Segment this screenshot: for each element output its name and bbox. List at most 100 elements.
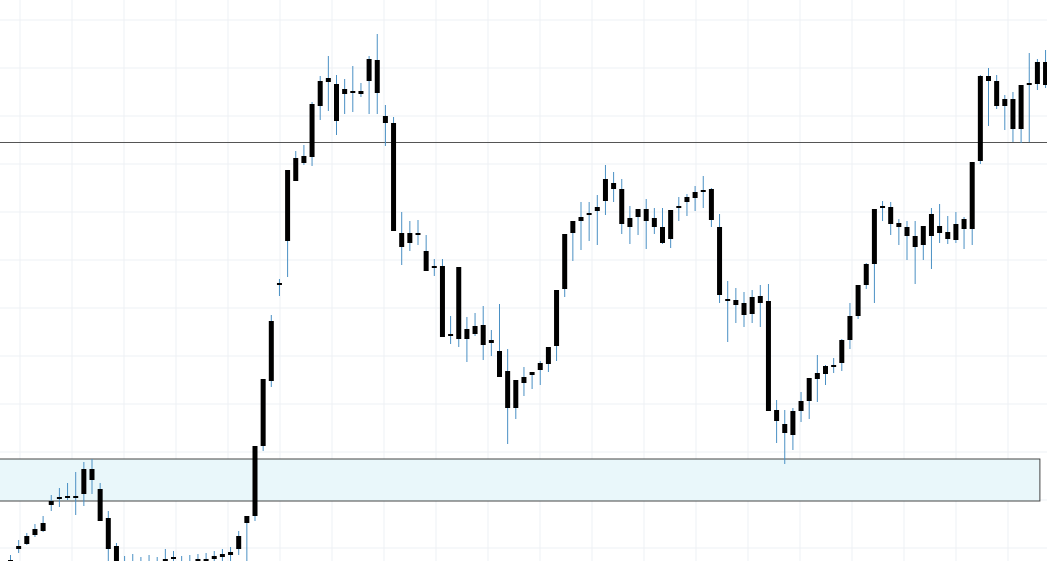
candle bbox=[977, 75, 983, 164]
candle bbox=[505, 349, 511, 444]
candle bbox=[782, 410, 788, 464]
candle-body bbox=[16, 546, 22, 549]
candle-body bbox=[945, 232, 951, 239]
candle bbox=[969, 162, 975, 245]
candle bbox=[602, 165, 608, 215]
candle bbox=[537, 361, 543, 385]
candle-body bbox=[847, 316, 853, 340]
candle-body bbox=[806, 378, 812, 401]
candle bbox=[456, 267, 462, 347]
candle-body bbox=[423, 251, 429, 271]
candle bbox=[156, 557, 158, 561]
candle-body bbox=[798, 401, 804, 411]
candle-body bbox=[635, 209, 641, 217]
candle bbox=[391, 117, 397, 231]
candle-body bbox=[488, 340, 494, 343]
candle-body bbox=[73, 496, 79, 498]
candle bbox=[124, 556, 126, 561]
candle bbox=[415, 220, 421, 245]
candle-body bbox=[334, 84, 339, 121]
candle-body bbox=[40, 523, 46, 531]
candle bbox=[611, 172, 617, 202]
candle bbox=[1018, 85, 1024, 143]
candle bbox=[635, 209, 641, 235]
candle bbox=[937, 204, 943, 243]
candle bbox=[195, 554, 201, 561]
candle-body bbox=[725, 299, 731, 301]
candle-body bbox=[839, 340, 845, 363]
candle-body bbox=[586, 213, 592, 215]
candle-body bbox=[219, 554, 225, 557]
candle-body bbox=[456, 267, 462, 339]
candle bbox=[189, 555, 191, 561]
candle bbox=[113, 543, 119, 561]
candle-body bbox=[301, 156, 307, 163]
candle bbox=[562, 234, 568, 297]
candle bbox=[8, 555, 13, 561]
candle bbox=[920, 226, 926, 260]
candle bbox=[203, 553, 209, 561]
candle-body bbox=[97, 489, 103, 521]
candle-body bbox=[113, 546, 119, 561]
candle bbox=[880, 201, 886, 221]
candle bbox=[81, 462, 87, 506]
candle-body bbox=[81, 469, 87, 494]
candle-body bbox=[594, 207, 600, 211]
candle bbox=[806, 378, 812, 419]
candle-body bbox=[1018, 85, 1024, 129]
candle-body bbox=[643, 209, 649, 221]
candle-body bbox=[611, 183, 617, 189]
candle bbox=[725, 281, 731, 342]
candle bbox=[276, 279, 282, 296]
candle bbox=[749, 290, 755, 323]
candle-body bbox=[749, 297, 755, 314]
candle bbox=[741, 292, 747, 327]
candle bbox=[888, 202, 894, 235]
candle bbox=[252, 446, 258, 521]
candle bbox=[513, 380, 519, 419]
candle-body bbox=[570, 221, 576, 233]
candle-body bbox=[276, 283, 282, 285]
candle-body bbox=[317, 81, 323, 106]
candle bbox=[847, 303, 853, 349]
candle-body bbox=[268, 321, 274, 381]
candle bbox=[97, 483, 103, 521]
candle bbox=[798, 392, 804, 422]
candle bbox=[904, 221, 910, 260]
candle-body bbox=[880, 206, 886, 208]
candle bbox=[358, 83, 364, 97]
candle-body bbox=[961, 219, 967, 229]
candle-body bbox=[912, 236, 918, 247]
candle bbox=[211, 551, 217, 561]
candle bbox=[570, 221, 576, 261]
candle-body bbox=[399, 233, 405, 247]
candle-body bbox=[969, 162, 975, 229]
candle-body bbox=[660, 227, 665, 243]
candle-body bbox=[48, 501, 54, 505]
candle bbox=[1043, 50, 1047, 88]
candle-body bbox=[986, 76, 991, 81]
candle bbox=[268, 315, 274, 387]
candle bbox=[619, 179, 625, 234]
candle bbox=[73, 472, 79, 515]
candle bbox=[285, 170, 291, 277]
candle bbox=[961, 217, 967, 249]
candle bbox=[831, 358, 837, 373]
candle bbox=[733, 288, 739, 323]
candle-body bbox=[382, 116, 388, 123]
candle bbox=[181, 556, 183, 561]
candle bbox=[382, 105, 388, 146]
candle bbox=[293, 151, 299, 181]
candle-body bbox=[668, 210, 674, 239]
candle bbox=[423, 235, 429, 271]
candle-body bbox=[505, 371, 511, 408]
candle-body bbox=[439, 266, 445, 337]
candle-body bbox=[554, 290, 560, 346]
candle bbox=[700, 176, 706, 208]
candle bbox=[855, 285, 861, 319]
candle-body bbox=[676, 206, 682, 208]
candle-body bbox=[831, 365, 837, 367]
candle-body bbox=[24, 536, 30, 544]
candle bbox=[148, 555, 150, 561]
